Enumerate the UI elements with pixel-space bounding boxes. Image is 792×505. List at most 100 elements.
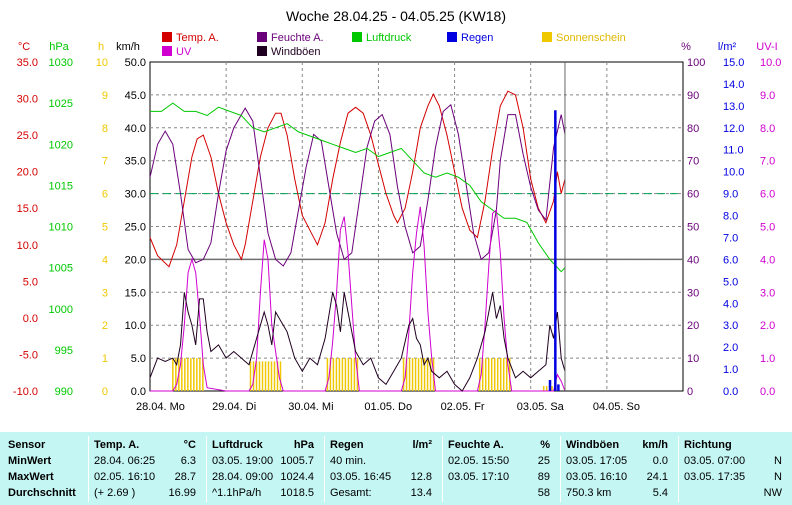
- table-unit: l/m²: [412, 439, 432, 451]
- legend-label: Sonnenschein: [556, 32, 626, 44]
- table-divider: [442, 436, 443, 502]
- pressure-tick-label: 1025: [49, 98, 73, 110]
- table-cell-value: 24.1: [646, 471, 668, 483]
- table-divider: [324, 436, 325, 502]
- table-header: Feuchte A.: [448, 439, 504, 451]
- table-header: Temp. A.: [94, 439, 140, 451]
- wind-tick-label: 20.0: [125, 254, 146, 266]
- row-label-min: MinWert: [8, 455, 52, 467]
- sun-tick-label: 3: [102, 287, 108, 299]
- pressure-tick-label: 1000: [49, 304, 73, 316]
- temp-tick-label: -5.0: [19, 349, 38, 361]
- rain-tick-label: 9.0: [723, 189, 738, 201]
- pressure-tick-label: 1015: [49, 180, 73, 192]
- legend-swatch: [162, 46, 172, 56]
- humidity-tick-label: 80: [687, 123, 699, 135]
- series-line-wind: [149, 292, 566, 392]
- rain-tick-label: 13.0: [723, 101, 744, 113]
- chart-title: Woche 28.04.25 - 04.05.25 (KW18): [286, 8, 506, 24]
- humidity-tick-label: 40: [687, 254, 699, 266]
- table-cell-time: 02.05. 16:10: [94, 471, 156, 483]
- table-unit: km/h: [642, 439, 668, 451]
- uv-tick-label: 8.0: [760, 123, 775, 135]
- wind-unit-label: km/h: [116, 41, 140, 53]
- temp-tick-label: -10.0: [13, 386, 38, 398]
- pressure-tick-label: 995: [55, 345, 73, 357]
- uv-tick-label: 5.0: [760, 222, 775, 234]
- rain-tick-label: 2.0: [723, 342, 738, 354]
- table-cell-value: 1005.7: [280, 455, 314, 467]
- wind-tick-label: 40.0: [125, 123, 146, 135]
- table-cell-time: 750.3 km: [566, 487, 612, 499]
- rain-tick-label: 12.0: [723, 123, 744, 135]
- table-cell-time: 28.04. 09:00: [212, 471, 274, 483]
- table-divider: [88, 436, 89, 502]
- temp-tick-label: 20.0: [17, 167, 38, 179]
- sun-tick-label: 4: [102, 254, 108, 266]
- rain-tick-label: 14.0: [723, 79, 744, 91]
- rain-bar: [554, 110, 557, 392]
- table-cell-value: 13.4: [410, 487, 432, 499]
- rain-unit-label: l/m²: [718, 41, 737, 53]
- rain-tick-label: 10.0: [723, 167, 744, 179]
- legend-label: Windböen: [271, 46, 321, 58]
- sun-tick-label: 9: [102, 90, 108, 102]
- sun-tick-label: 0: [102, 386, 108, 398]
- table-divider: [206, 436, 207, 502]
- sun-tick-label: 7: [102, 156, 108, 168]
- table-divider: [678, 436, 679, 502]
- uv-unit-label: UV-I: [756, 41, 777, 53]
- table-cell-time: 03.05. 07:00: [684, 455, 746, 467]
- sun-tick-label: 10: [96, 57, 108, 69]
- humidity-tick-label: 100: [687, 57, 705, 69]
- uv-tick-label: 6.0: [760, 189, 775, 201]
- legend-label: Temp. A.: [176, 32, 219, 44]
- table-cell-value: 6.3: [180, 455, 196, 467]
- table-cell-value: 58: [537, 487, 550, 499]
- humidity-tick-label: 70: [687, 156, 699, 168]
- day-label: 30.04. Mi: [288, 401, 333, 413]
- temp-tick-label: 25.0: [17, 130, 38, 142]
- sun-tick-label: 1: [102, 353, 108, 365]
- rain-tick-label: 8.0: [723, 211, 738, 223]
- temp-unit-label: °C: [18, 41, 30, 53]
- table-header: Luftdruck: [212, 439, 263, 451]
- humidity-tick-label: 10: [687, 353, 699, 365]
- rain-tick-label: 7.0: [723, 232, 738, 244]
- table-cell-time: Gesamt:: [330, 487, 372, 499]
- series-line-humidity: [149, 103, 566, 267]
- pressure-tick-label: 990: [55, 386, 73, 398]
- table-cell-time: 40 min.: [330, 455, 367, 467]
- table-header: Windböen: [566, 439, 620, 451]
- pressure-tick-label: 1010: [49, 222, 73, 234]
- uv-tick-label: 2.0: [760, 320, 775, 332]
- legend-swatch: [542, 32, 552, 42]
- pressure-tick-label: 1005: [49, 263, 73, 275]
- pressure-unit-label: hPa: [49, 41, 69, 53]
- table-cell-time: 28.04. 06:25: [94, 455, 156, 467]
- rain-tick-label: 6.0: [723, 254, 738, 266]
- day-label: 29.04. Di: [212, 401, 256, 413]
- table-cell-value: NW: [763, 487, 782, 499]
- table-header: Richtung: [684, 439, 732, 451]
- pressure-tick-label: 1020: [49, 139, 73, 151]
- day-label: 03.05. Sa: [517, 401, 565, 413]
- wind-tick-label: 30.0: [125, 189, 146, 201]
- legend-swatch: [447, 32, 457, 42]
- humidity-unit-label: %: [681, 41, 691, 53]
- series-line-uv: [150, 206, 566, 392]
- legend-swatch: [352, 32, 362, 42]
- wind-tick-label: 5.0: [131, 353, 146, 365]
- wind-tick-label: 15.0: [125, 287, 146, 299]
- table-cell-value: 12.8: [410, 471, 432, 483]
- temp-tick-label: 5.0: [23, 276, 38, 288]
- temp-tick-label: 15.0: [17, 203, 38, 215]
- legend-swatch: [162, 32, 172, 42]
- humidity-tick-label: 30: [687, 287, 699, 299]
- series-line-pressure: [150, 102, 566, 273]
- table-header: Regen: [330, 439, 364, 451]
- table-cell-time: 03.05. 17:35: [684, 471, 746, 483]
- pressure-tick-label: 1030: [49, 57, 73, 69]
- table-cell-time: 03.05. 19:00: [212, 455, 274, 467]
- table-cell-time: ^1.1hPa/h: [212, 487, 262, 499]
